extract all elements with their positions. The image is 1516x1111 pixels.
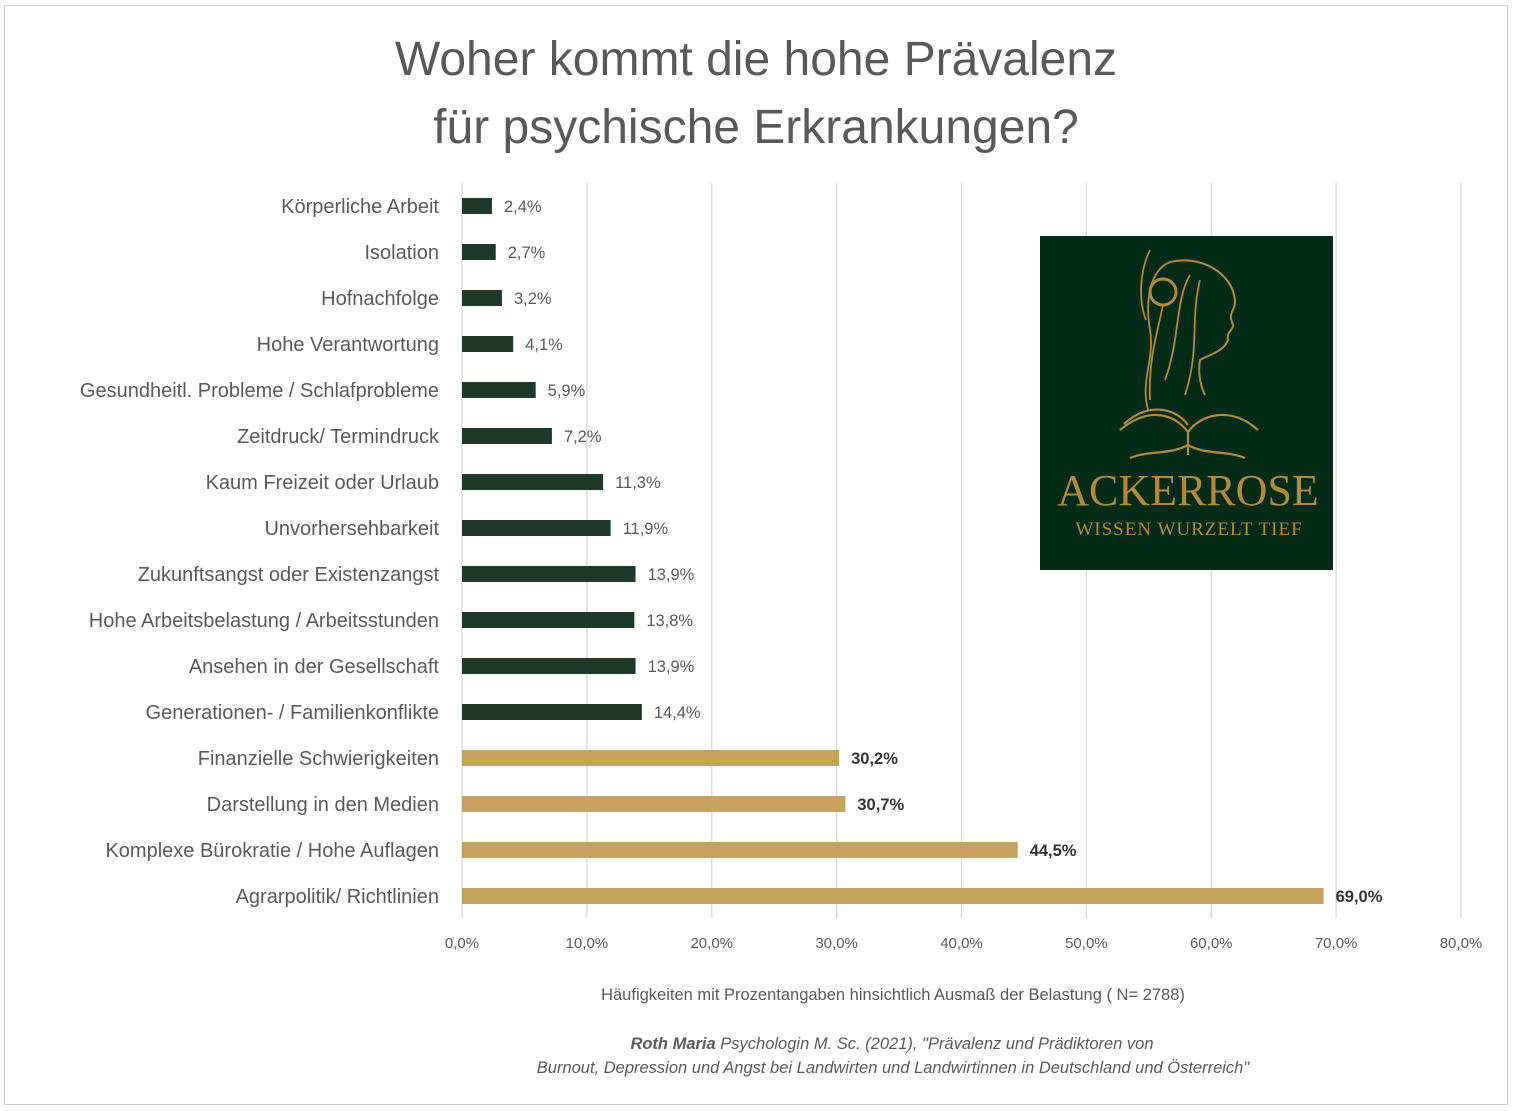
category-label: Kaum Freizeit oder Urlaub (206, 472, 439, 494)
bar (462, 244, 496, 260)
data-label: 30,7% (857, 796, 904, 814)
bar (462, 612, 635, 628)
category-label: Gesundheitl. Probleme / Schlafprobleme (80, 380, 439, 402)
bar (462, 750, 840, 766)
category-label: Hohe Verantwortung (257, 334, 439, 356)
x-axis-title: Häufigkeiten mit Prozentangaben hinsicht… (601, 986, 1185, 1004)
stem-icon (1140, 249, 1164, 401)
category-label: Finanzielle Schwierigkeiten (198, 748, 439, 770)
x-tick-label: 50,0% (1065, 935, 1108, 952)
bar (462, 704, 642, 720)
category-label: Komplexe Bürokratie / Hohe Auflagen (105, 840, 439, 862)
category-label: Zukunftsangst oder Existenzangst (138, 564, 440, 586)
bar (462, 888, 1324, 904)
data-label: 69,0% (1336, 888, 1383, 906)
source-line-1: Roth Maria Psychologin M. Sc. (2021), "P… (630, 1035, 1153, 1053)
logo-tagline: WISSEN WURZELT TIEF (1075, 519, 1302, 540)
bar (462, 290, 502, 306)
bar (462, 428, 552, 444)
chart-frame (4, 5, 1508, 1105)
bar (462, 658, 636, 674)
data-label: 7,2% (564, 428, 602, 446)
open-book-roots-icon (1119, 408, 1259, 460)
source-author: Roth Maria (630, 1035, 715, 1053)
data-label: 2,4% (504, 198, 542, 216)
data-label: 11,9% (623, 520, 669, 538)
category-label: Ansehen in der Gesellschaft (189, 656, 440, 678)
face-profile-icon (1169, 259, 1237, 396)
x-tick-label: 60,0% (1190, 935, 1233, 952)
data-label: 4,1% (525, 336, 563, 354)
chart-title-line: Woher kommt die hohe Prävalenz (395, 33, 1117, 86)
data-label: 13,9% (648, 566, 695, 584)
bar (462, 796, 846, 812)
category-label: Unvorhersehbarkeit (264, 518, 439, 540)
x-tick-label: 20,0% (690, 935, 733, 952)
category-label: Hofnachfolge (321, 288, 439, 310)
x-tick-label: 10,0% (566, 935, 609, 952)
x-tick-label: 70,0% (1315, 935, 1358, 952)
category-label: Generationen- / Familienkonflikte (146, 702, 439, 724)
category-label: Zeitdruck/ Termindruck (237, 426, 440, 448)
x-tick-label: 80,0% (1440, 935, 1483, 952)
bar (462, 474, 604, 490)
data-label: 44,5% (1030, 842, 1077, 860)
category-label: Hohe Arbeitsbelastung / Arbeitsstunden (89, 610, 439, 632)
data-label: 5,9% (548, 382, 586, 400)
bar (462, 842, 1018, 858)
data-label: 3,2% (514, 290, 552, 308)
logo-background (1040, 236, 1333, 570)
category-label: Körperliche Arbeit (281, 196, 439, 218)
data-label: 14,4% (654, 704, 701, 722)
x-tick-label: 40,0% (940, 935, 983, 952)
bar (462, 198, 492, 214)
data-label: 2,7% (508, 244, 546, 262)
chart-title-line: für psychische Erkrankungen? (433, 101, 1079, 154)
x-tick-label: 0,0% (445, 935, 479, 952)
bar (462, 336, 514, 352)
hair-icon (1144, 261, 1201, 411)
category-label: Darstellung in den Medien (207, 794, 439, 816)
source-line-2: Burnout, Depression und Angst bei Landwi… (537, 1059, 1251, 1077)
bar (462, 382, 536, 398)
bar (462, 566, 636, 582)
data-label: 13,9% (648, 658, 695, 676)
bar (462, 520, 611, 536)
x-tick-label: 30,0% (815, 935, 858, 952)
logo-name: ACKERROSE (1057, 466, 1319, 515)
category-label: Isolation (365, 242, 440, 264)
data-label: 11,3% (615, 474, 661, 492)
data-label: 30,2% (851, 750, 898, 768)
ackerrose-logo: ACKERROSE WISSEN WURZELT TIEF (1040, 236, 1333, 570)
category-label: Agrarpolitik/ Richtlinien (236, 886, 439, 908)
source-text: Psychologin M. Sc. (2021), "Prävalenz un… (716, 1035, 1154, 1053)
data-label: 13,8% (646, 612, 693, 630)
